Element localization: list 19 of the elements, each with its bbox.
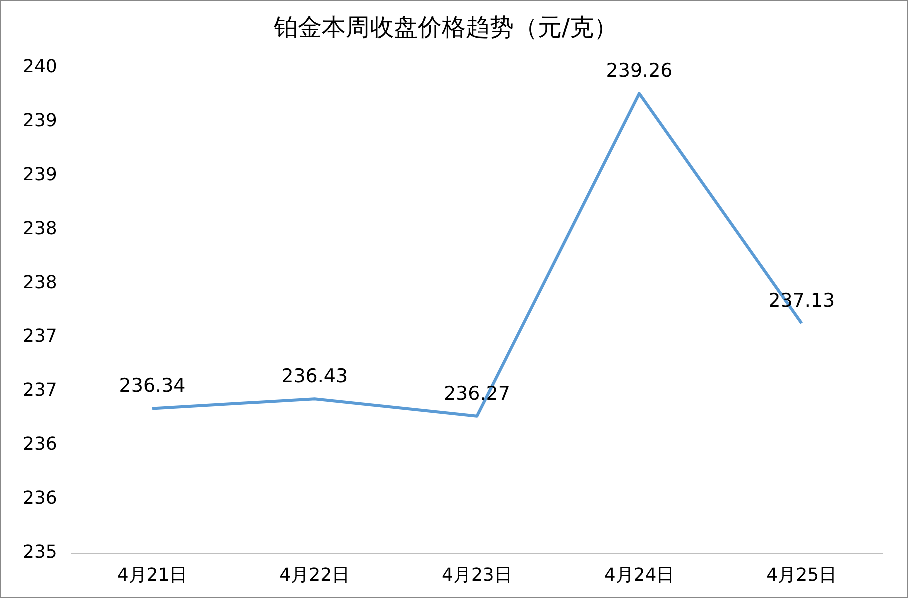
y-tick-label: 237	[22, 380, 58, 402]
y-tick-label: 239	[22, 164, 58, 186]
x-tick-label: 4月25日	[766, 564, 838, 586]
y-tick-label: 236	[22, 488, 58, 510]
y-tick-label: 235	[22, 542, 58, 564]
data-label: 236.43	[282, 366, 348, 388]
y-tick-label: 239	[22, 110, 58, 132]
y-tick-label: 240	[22, 56, 58, 78]
chart-title: 铂金本周收盘价格趋势（元/克）	[272, 14, 618, 42]
x-tick-label: 4月21日	[117, 564, 188, 586]
x-tick-label: 4月22日	[280, 564, 350, 586]
y-tick-label: 238	[22, 272, 58, 294]
x-tick-label: 4月24日	[604, 564, 675, 586]
x-tick-label: 4月23日	[442, 564, 512, 586]
y-tick-label: 236	[22, 434, 58, 456]
data-label: 236.34	[119, 375, 186, 398]
data-label: 239.26	[606, 60, 673, 82]
y-tick-label: 238	[22, 218, 58, 240]
y-tick-label: 237	[22, 326, 58, 348]
